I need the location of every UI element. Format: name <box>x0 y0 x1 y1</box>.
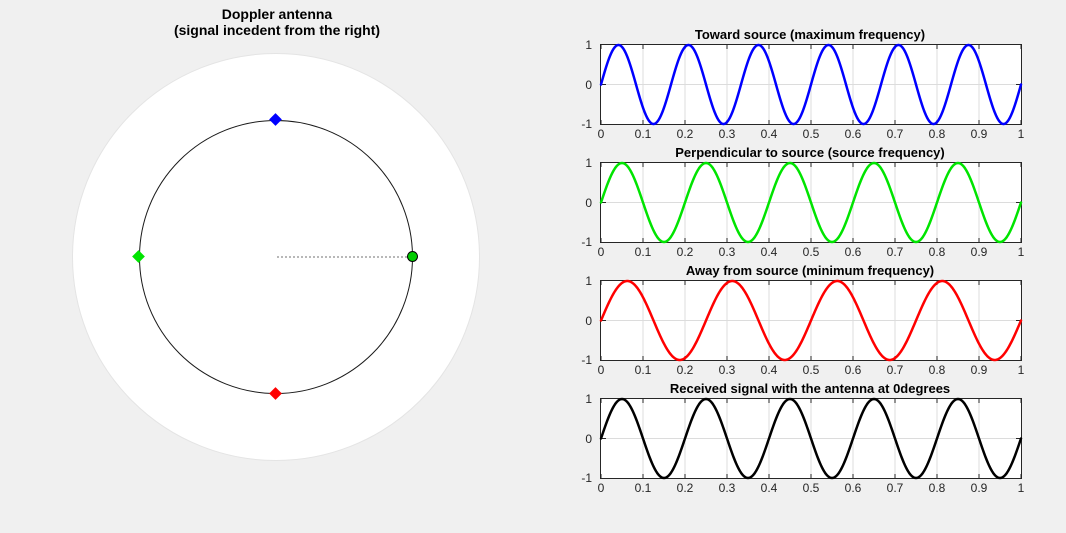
x-tick-label: 1 <box>1017 245 1025 259</box>
plot-canvas <box>599 43 1023 126</box>
waveform-line <box>599 43 1023 126</box>
x-tick-label: 0.9 <box>970 127 988 141</box>
plot-axes <box>599 43 1023 126</box>
y-axis-tick-labels: -1 0 1 <box>570 156 596 249</box>
x-tick-label: 0.4 <box>760 481 778 495</box>
x-tick-label: 0.9 <box>970 245 988 259</box>
antenna-title-line1: Doppler antenna <box>221 6 333 22</box>
plot-title: Received signal with the antenna at 0deg… <box>669 381 951 396</box>
antenna-diagram-title: Doppler antenna (signal incedent from th… <box>0 6 554 38</box>
x-tick-label: 0.6 <box>844 127 862 141</box>
x-tick-label: 0.7 <box>886 245 904 259</box>
x-tick-label: 0.9 <box>970 363 988 377</box>
plot-away-from-source: Away from source (minimum frequency) -1 0… <box>581 263 1024 377</box>
y-axis-tick-labels: -1 0 1 <box>570 392 596 485</box>
plot-canvas <box>599 397 1023 480</box>
x-tick-label: 0.6 <box>844 481 862 495</box>
x-tick-label: 0.5 <box>802 245 820 259</box>
plot-axes <box>599 279 1023 362</box>
x-tick-label: 0.6 <box>844 363 862 377</box>
x-tick-label: 1 <box>1017 481 1025 495</box>
x-tick-label: 0.8 <box>928 481 946 495</box>
x-tick-label: 0.2 <box>676 481 694 495</box>
x-tick-label: 0.5 <box>802 363 820 377</box>
x-tick-label: 0.6 <box>844 245 862 259</box>
x-tick-label: 0.2 <box>676 127 694 141</box>
y-tick-label: -1 <box>581 471 592 485</box>
x-tick-label: 0.8 <box>928 127 946 141</box>
y-axis-tick-labels: -1 0 1 <box>570 274 596 367</box>
waveform-line <box>599 279 1023 362</box>
plot-title: Perpendicular to source (source frequenc… <box>675 145 945 160</box>
y-tick-label: 0 <box>585 77 592 92</box>
x-tick-label: 0 <box>597 363 605 377</box>
y-tick-label: 1 <box>585 156 592 170</box>
y-axis-tick-labels: -1 0 1 <box>570 38 596 131</box>
y-tick-label: 0 <box>585 195 592 210</box>
x-tick-label: 0.7 <box>886 363 904 377</box>
y-tick-label: -1 <box>581 235 592 249</box>
x-tick-label: 1 <box>1017 127 1025 141</box>
x-tick-label: 0.5 <box>802 127 820 141</box>
x-axis-tick-labels: 0 0.1 0.2 0.3 0.4 0.5 0.6 0.7 0.8 0.9 1 <box>597 245 1025 259</box>
x-tick-label: 1 <box>1017 363 1025 377</box>
x-axis-tick-labels: 0 0.1 0.2 0.3 0.4 0.5 0.6 0.7 0.8 0.9 1 <box>597 481 1025 495</box>
x-tick-label: 0.5 <box>802 481 820 495</box>
plot-title: Away from source (minimum frequency) <box>685 263 935 278</box>
plot-canvas <box>599 161 1023 244</box>
plot-perpendicular-source: Perpendicular to source (source frequenc… <box>581 145 1024 259</box>
x-tick-label: 0 <box>597 481 605 495</box>
marker-antenna-position-circle <box>407 251 418 262</box>
x-tick-label: 0.4 <box>760 127 778 141</box>
x-tick-label: 0.3 <box>718 245 736 259</box>
plot-title: Toward source (maximum frequency) <box>694 27 926 42</box>
antenna-title-line2: (signal incedent from the right) <box>173 22 381 38</box>
x-tick-label: 0.7 <box>886 127 904 141</box>
x-tick-label: 0.3 <box>718 481 736 495</box>
waveform-line <box>599 397 1023 480</box>
x-tick-label: 0.9 <box>970 481 988 495</box>
x-tick-label: 0.8 <box>928 245 946 259</box>
antenna-pointer-line <box>277 256 407 258</box>
plot-toward-source: Toward source (maximum frequency) -1 0 1 0… <box>581 27 1024 141</box>
x-tick-label: 0.4 <box>760 245 778 259</box>
x-tick-label: 0 <box>597 127 605 141</box>
x-tick-label: 0.4 <box>760 363 778 377</box>
x-tick-label: 0.3 <box>718 363 736 377</box>
x-tick-label: 0.2 <box>676 363 694 377</box>
x-tick-label: 0.2 <box>676 245 694 259</box>
plot-axes <box>599 161 1023 244</box>
x-tick-label: 0.1 <box>634 127 652 141</box>
x-tick-label: 0.1 <box>634 363 652 377</box>
y-tick-label: 1 <box>585 274 592 288</box>
y-tick-label: -1 <box>581 117 592 131</box>
plot-canvas <box>599 279 1023 362</box>
x-axis-tick-labels: 0 0.1 0.2 0.3 0.4 0.5 0.6 0.7 0.8 0.9 1 <box>597 363 1025 377</box>
x-axis-tick-labels: 0 0.1 0.2 0.3 0.4 0.5 0.6 0.7 0.8 0.9 1 <box>597 127 1025 141</box>
x-tick-label: 0.8 <box>928 363 946 377</box>
y-tick-label: 0 <box>585 431 592 446</box>
antenna-diagram: Doppler antenna (signal incedent from th… <box>0 6 554 461</box>
x-tick-label: 0 <box>597 245 605 259</box>
x-tick-label: 0.1 <box>634 481 652 495</box>
x-tick-label: 0.7 <box>886 481 904 495</box>
y-tick-label: 1 <box>585 392 592 406</box>
x-tick-label: 0.3 <box>718 127 736 141</box>
y-tick-label: 1 <box>585 38 592 52</box>
y-tick-label: 0 <box>585 313 592 328</box>
plot-received-signal: Received signal with the antenna at 0deg… <box>581 381 1024 495</box>
waveform-line <box>599 161 1023 244</box>
plot-axes <box>599 397 1023 480</box>
y-tick-label: -1 <box>581 353 592 367</box>
x-tick-label: 0.1 <box>634 245 652 259</box>
